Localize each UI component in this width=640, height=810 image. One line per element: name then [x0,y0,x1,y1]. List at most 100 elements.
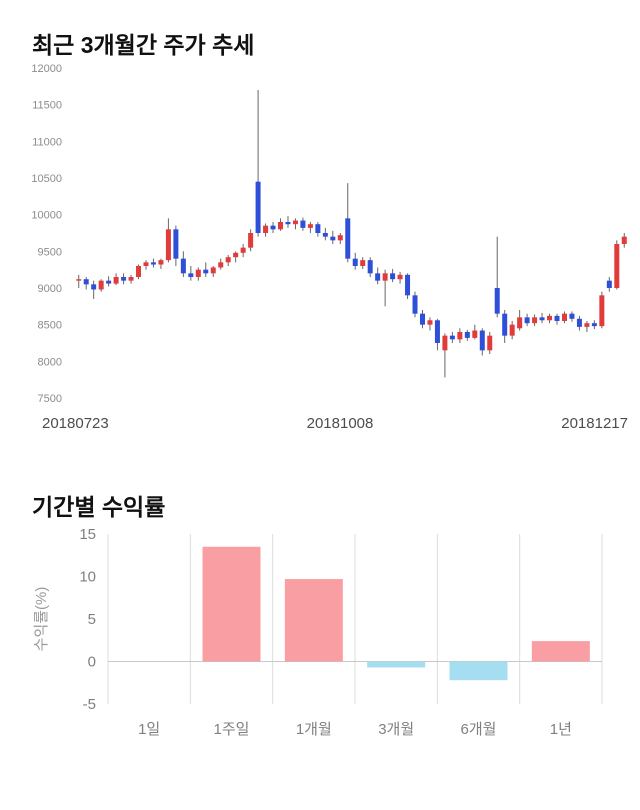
returns-category-label: 1주일 [214,721,250,738]
candle-body [150,262,156,265]
returns-category-label: 6개월 [461,721,497,738]
candle-body [442,335,448,351]
returns-bar [531,641,590,662]
returns-y-tick-label: 10 [79,569,96,586]
candle-body [307,224,313,228]
candle-body [218,262,224,268]
candle-body [292,220,298,225]
returns-bar [449,661,508,681]
candle-body [479,330,485,351]
candle-body [487,335,493,351]
candle-body [539,317,545,321]
candle-body [419,313,425,325]
candle-body [412,295,418,314]
candle-body [76,279,82,281]
candle-body [509,324,515,336]
candle-body [136,266,142,277]
candle-body [165,229,171,261]
returns-y-tick-label: -5 [83,696,96,713]
candle-body [352,258,358,266]
candle-body [188,273,194,277]
returns-chart-title: 기간별 수익률 [32,494,166,520]
candle-body [554,315,560,321]
price-y-tick-label: 12000 [31,63,62,75]
candle-body [405,274,411,296]
price-x-tick-label: 20180723 [42,415,109,432]
candle-body [270,225,276,230]
candle-body [591,323,597,327]
candle-body [158,260,164,265]
returns-y-tick-label: 5 [88,611,96,628]
price-x-tick-label: 20181008 [307,415,374,432]
candle-body [83,279,89,285]
candle-body [180,258,186,274]
price-y-tick-label: 11500 [32,100,62,112]
candle-body [240,247,246,253]
candle-body [502,313,508,336]
candle-body [561,313,567,321]
returns-y-axis-label: 수익률(%) [33,587,50,652]
candle-body [606,280,612,288]
candle-body [584,323,590,327]
candle-body [248,233,254,248]
candle-body [285,222,291,225]
price-y-tick-label: 11000 [32,136,62,148]
returns-bar-chart: 15 10 5 0 -5 1일 1주일 1개월 3개월 6개월 1년 수익률(%) [33,526,603,738]
candle-body [233,252,239,258]
candle-body [91,284,97,290]
candle-body [576,318,582,327]
candle-body [173,229,179,259]
candle-body [367,260,373,274]
candle-body [569,313,575,319]
returns-bar [202,546,261,662]
price-y-tick-label: 9500 [38,246,62,258]
candle-body [524,317,530,324]
candle-body [210,267,216,274]
returns-bar [284,579,343,662]
candle-body [360,260,366,266]
returns-y-tick-label: 15 [79,526,96,543]
candle-body [434,320,440,343]
candle-body [143,262,149,266]
candle-body [532,317,538,324]
candle-body [382,273,388,281]
candle-body [621,236,627,244]
candle-body [203,269,209,274]
price-candlestick-chart: 12000 11500 11000 10500 10000 9500 9000 8500 800… [31,63,628,432]
candle-body [547,315,553,321]
candle-body [457,332,463,340]
price-y-tick-label: 9000 [38,283,62,295]
candle-body [599,295,605,327]
candle-body [337,235,343,241]
candle-body [315,224,321,233]
returns-category-label: 1년 [550,721,572,738]
candle-body [517,317,523,329]
returns-y-tick-label: 0 [88,654,96,671]
candle-body [449,335,455,340]
candle-body [263,225,269,233]
candle-body [128,277,134,281]
candle-body [472,330,478,338]
candle-body [195,269,201,277]
candle-body [397,274,403,280]
candle-body [345,218,351,259]
price-y-tick-label: 8500 [38,320,62,332]
returns-category-label: 3개월 [378,721,414,738]
price-x-tick-label: 20181217 [561,415,628,432]
candle-body [121,277,127,281]
candle-body [113,277,119,284]
candle-body [106,280,112,284]
price-y-tick-label: 10500 [31,173,62,185]
candle-body [300,220,306,228]
returns-bar [367,661,426,668]
candle-body [464,332,470,338]
candle-body [330,236,336,241]
candle-body [322,233,328,237]
price-y-tick-label: 8000 [38,356,62,368]
price-y-tick-label: 7500 [38,393,62,405]
returns-category-label: 1개월 [296,721,332,738]
candle-body [225,257,231,263]
candle-body [494,288,500,314]
candle-body [98,280,104,290]
price-chart-title: 최근 3개월간 주가 추세 [32,32,255,58]
